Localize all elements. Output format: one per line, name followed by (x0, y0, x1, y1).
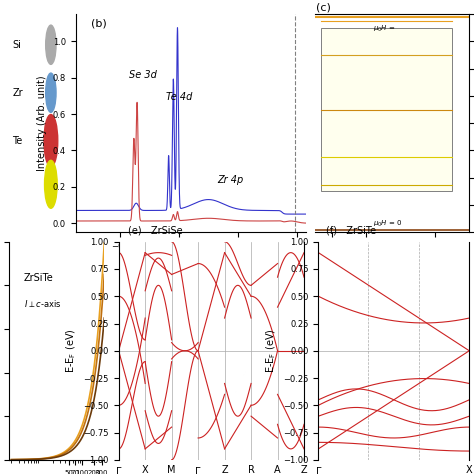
Text: Si: Si (12, 40, 21, 50)
Circle shape (45, 160, 57, 208)
Text: Te 4d: Te 4d (166, 91, 192, 101)
Text: Zr: Zr (12, 88, 23, 98)
Text: ZrSiTe: ZrSiTe (24, 273, 54, 283)
Circle shape (46, 73, 56, 112)
X-axis label: Binding Energy (eV): Binding Energy (eV) (142, 256, 239, 266)
Text: $\mu_0 H$ = 0: $\mu_0 H$ = 0 (373, 219, 402, 228)
Text: (f)   ZrSiTe: (f) ZrSiTe (326, 225, 376, 235)
Y-axis label: E-E$_\mathrm{F}$ (eV): E-E$_\mathrm{F}$ (eV) (264, 328, 278, 373)
Text: (e)   ZrSiSe: (e) ZrSiSe (128, 225, 182, 235)
Y-axis label: E-E$_\mathrm{F}$ (eV): E-E$_\mathrm{F}$ (eV) (64, 328, 78, 373)
Y-axis label: Intensity (Arb. unit): Intensity (Arb. unit) (37, 75, 47, 171)
Text: (c): (c) (316, 2, 331, 12)
Circle shape (44, 115, 58, 167)
Text: Se 3d: Se 3d (129, 70, 157, 80)
FancyBboxPatch shape (321, 28, 452, 191)
Text: (b): (b) (91, 19, 106, 29)
Text: Te: Te (12, 136, 23, 146)
Text: Zr 4p: Zr 4p (217, 175, 244, 185)
Text: $I \perp c$-axis: $I \perp c$-axis (24, 298, 61, 309)
Circle shape (46, 25, 56, 64)
Text: $\mu_0 H$ =: $\mu_0 H$ = (373, 24, 395, 34)
